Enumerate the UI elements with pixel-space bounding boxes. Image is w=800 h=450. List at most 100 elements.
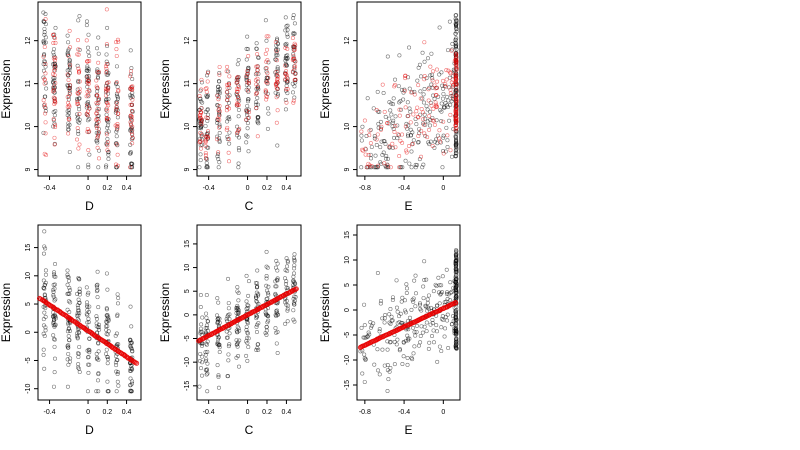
panel-6-black-point <box>444 267 449 272</box>
panel-1-black-point <box>114 100 119 105</box>
panel-1-red-point <box>65 95 70 100</box>
panel-6-x-tick-label: 0 <box>441 409 445 416</box>
panel-3-black-point <box>443 149 448 154</box>
panel-3-black-point <box>444 125 449 130</box>
panel-5-black-point <box>256 292 261 297</box>
panel-2-red-point <box>234 76 239 81</box>
panel-4-black-point <box>41 331 46 336</box>
panel-2-red-point <box>227 137 232 142</box>
panel-3-black-point <box>416 140 421 145</box>
panel-2-y-tick-label: 11 <box>184 80 191 87</box>
panel-4-black-point <box>86 290 91 295</box>
panel-1-black-point <box>51 50 56 55</box>
panel-1-red-point <box>128 74 133 79</box>
panel-2-black-point <box>198 158 203 163</box>
panel-5-black-point <box>291 308 296 313</box>
panel-4-black-point <box>66 343 71 348</box>
panel-3-red-point <box>422 77 427 82</box>
panel-6-black-point <box>392 362 397 367</box>
panel-5-black-point <box>217 316 222 321</box>
panel-1-red-point <box>53 40 58 45</box>
panel-4-black-point <box>85 300 90 305</box>
panel-6-black-point <box>422 259 427 264</box>
panel-3-red-column-point <box>454 89 459 94</box>
panel-3-black-point <box>437 25 442 30</box>
panel-3-red-point <box>403 105 408 110</box>
panel-3-black-point <box>430 76 435 81</box>
panel-3-black-point <box>416 140 421 145</box>
panel-3-red-point <box>434 67 439 72</box>
panel-1-black-point <box>87 54 92 59</box>
panel-2-red-point <box>274 85 279 90</box>
panel-6-black-point <box>359 325 364 330</box>
panel-1-red-point <box>75 126 80 131</box>
panel-1-red-point <box>105 117 110 122</box>
panel-6-black-point <box>399 320 404 325</box>
panel-5-black-point <box>236 326 241 331</box>
panel-1-black-point <box>51 80 56 85</box>
panel-2-x-tick-label: 0.2 <box>262 185 272 192</box>
panel-2-red-point <box>206 129 211 134</box>
panel-6-black-point <box>361 335 366 340</box>
panel-4-black-point <box>84 311 89 316</box>
panel-4-black-point <box>68 288 73 293</box>
panel-4-black-point <box>86 309 91 314</box>
panel-4-black-point <box>94 351 99 356</box>
panel-2-red-point <box>199 133 204 138</box>
panel-1-red-point <box>52 68 57 73</box>
panel-4-black-point <box>52 270 57 275</box>
panel-3-red-point <box>364 165 369 170</box>
panel-3-black-point <box>388 108 393 113</box>
panel-5: -15 -10 -5 0 5 10 15 -0.4 0 0.2 0.4 C Expression <box>158 224 302 437</box>
panel-6-black-point <box>445 297 450 302</box>
panel-3-red-point <box>448 91 453 96</box>
panel-5-black-point <box>273 326 278 331</box>
panel-5-black-point <box>227 342 232 347</box>
panel-2-red-point <box>293 64 298 69</box>
panel-4-black-point <box>52 317 57 322</box>
panel-6-black-point <box>387 312 392 317</box>
panel-1-red-point <box>65 72 70 77</box>
panel-6-black-point <box>403 308 408 313</box>
panel-1-black-point <box>86 50 91 55</box>
panel-3-red-point <box>374 137 379 142</box>
panel-3-red-point <box>427 114 432 119</box>
panel-6-black-point <box>368 320 373 325</box>
panel-6-y-tick-label: -15 <box>344 380 351 390</box>
panel-3-red-point <box>396 132 401 137</box>
panel-2-x-tick-label: -0.4 <box>203 185 215 192</box>
panel-4-black-point <box>67 278 72 283</box>
panel-6-black-point <box>407 315 412 320</box>
panel-5-black-point <box>236 310 241 315</box>
panel-3-red-point <box>444 68 449 73</box>
panel-2-black-point <box>217 139 222 144</box>
panel-6-black-point <box>404 291 409 296</box>
panel-5-black-point <box>292 263 297 268</box>
panel-4-black-point <box>67 359 72 364</box>
panel-6-black-point <box>422 277 427 282</box>
panel-1-red-point <box>105 148 110 153</box>
panel-1-red-point <box>129 84 134 89</box>
panel-3-red-column-point <box>454 104 459 109</box>
panel-2-red-point <box>275 108 280 113</box>
panel-3-red-point <box>422 131 427 136</box>
panel-3-red-column-point <box>454 61 459 66</box>
panel-1-red-point <box>114 107 119 112</box>
panel-2-black-point <box>205 165 210 170</box>
panel-2-red-point <box>292 66 297 71</box>
panel-4-black-point <box>53 262 58 267</box>
panel-4-black-point <box>75 303 80 308</box>
panel-2-red-point <box>224 127 229 132</box>
panel-1-black-point <box>67 111 72 116</box>
panel-6-black-point <box>449 289 454 294</box>
panel-2-red-point <box>291 54 296 59</box>
panel-5-black-point <box>265 313 270 318</box>
panel-2-black-point <box>215 103 220 108</box>
panel-4-black-point <box>104 313 109 318</box>
panel-6-black-point <box>412 330 417 335</box>
panel-4-black-point <box>129 389 134 394</box>
panel-1-red-point <box>43 17 48 22</box>
panel-3-red-point <box>445 133 450 138</box>
panel-2-black-point <box>255 95 260 100</box>
panel-4-black-point <box>96 340 101 345</box>
